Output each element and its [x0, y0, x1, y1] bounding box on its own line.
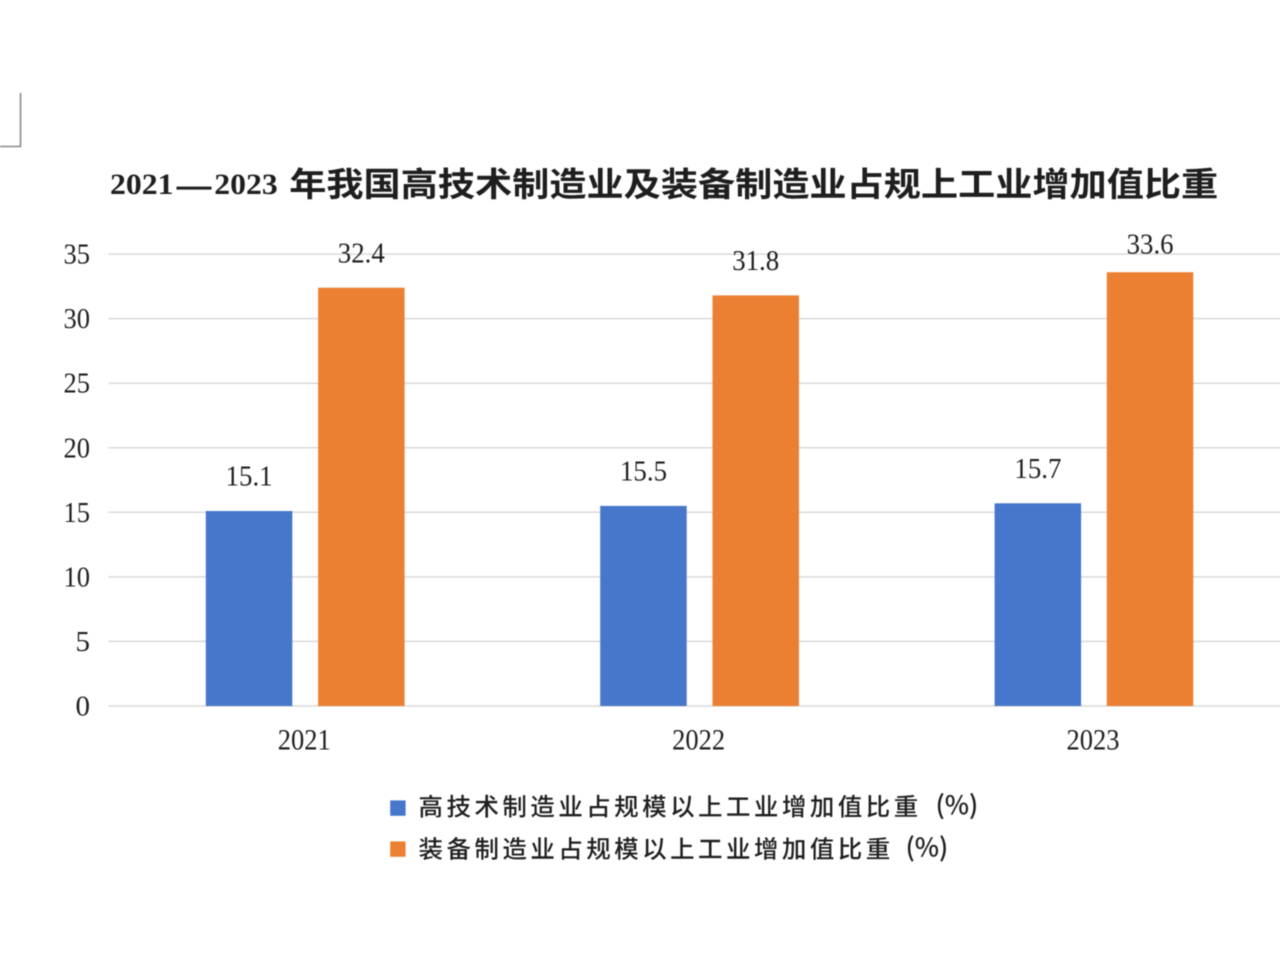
svg-text:10: 10 [64, 561, 91, 593]
svg-text:15: 15 [64, 497, 91, 529]
svg-text:2021: 2021 [110, 169, 174, 201]
svg-text:31.8: 31.8 [732, 245, 779, 277]
svg-text:15.1: 15.1 [226, 461, 273, 493]
svg-text:2023: 2023 [1067, 724, 1120, 757]
svg-text:35: 35 [64, 239, 91, 271]
svg-text:2023: 2023 [214, 169, 277, 201]
svg-text:32.4: 32.4 [338, 237, 385, 269]
svg-text:2022: 2022 [672, 724, 725, 757]
svg-text:5: 5 [76, 626, 91, 658]
svg-text:2021: 2021 [278, 724, 331, 757]
svg-text:33.6: 33.6 [1127, 229, 1174, 261]
svg-text:20: 20 [64, 432, 91, 464]
svg-text:15.5: 15.5 [620, 456, 667, 488]
svg-text:30: 30 [64, 303, 91, 335]
svg-text:25: 25 [64, 368, 91, 400]
svg-text:15.7: 15.7 [1014, 453, 1061, 485]
svg-text:0: 0 [76, 691, 91, 723]
